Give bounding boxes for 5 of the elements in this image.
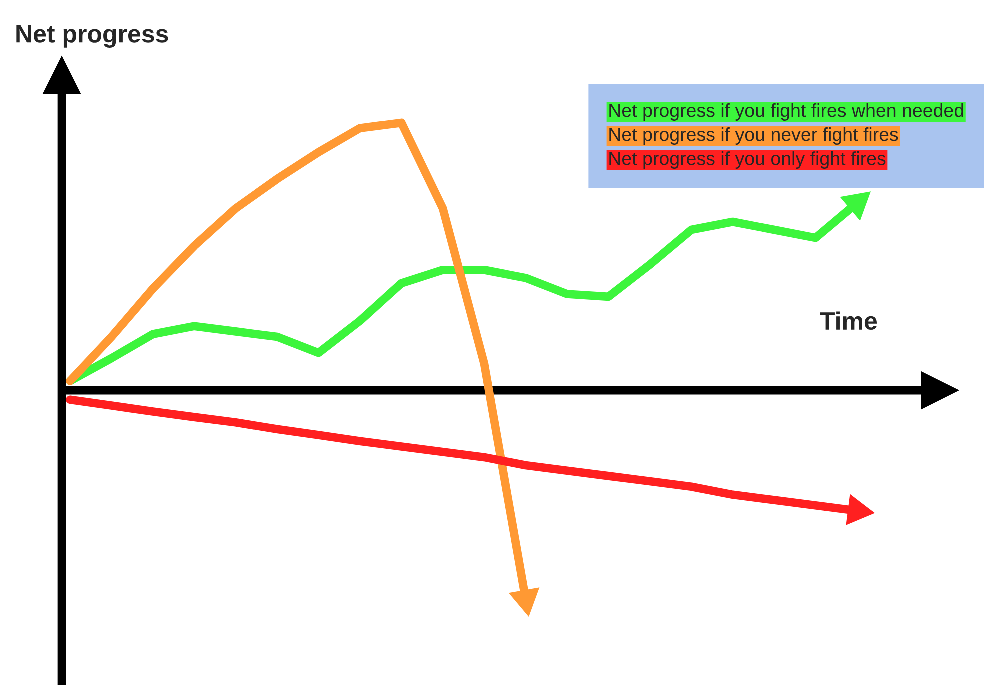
- x-axis-title: Time: [820, 312, 878, 330]
- text: Net progress if you only fight fires: [610, 152, 886, 170]
- text: Net progress if you fight fires when needed: [610, 103, 964, 121]
- y-axis-title: Net progress: [16, 25, 168, 48]
- text: Net progress if you never fight fires: [610, 128, 898, 145]
